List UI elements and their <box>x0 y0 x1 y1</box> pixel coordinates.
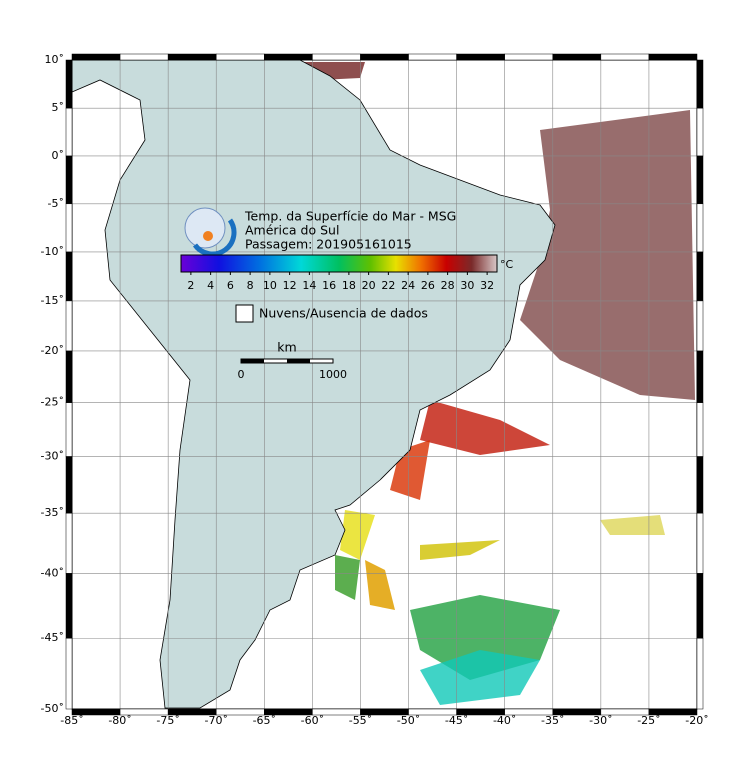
lon-tick-label: -20˚ <box>685 714 708 727</box>
frame-segment <box>65 251 73 302</box>
legend-swatch <box>235 304 254 323</box>
colorbar-tick-label: 8 <box>247 279 254 292</box>
logo <box>184 207 237 257</box>
frame-segment <box>65 637 73 710</box>
lat-tick-label: 10˚ <box>45 53 65 66</box>
frame-segment <box>71 53 121 61</box>
frame-segment <box>264 53 313 61</box>
frame-segment <box>65 350 73 403</box>
lon-tick-label: -35˚ <box>541 714 564 727</box>
map-frame <box>65 53 704 716</box>
colorbar-unit: °C <box>500 258 514 271</box>
scale-label: 1000 <box>319 368 347 381</box>
colorbar: 2 4 6 8 10 12 14 16 18 20 22 24 26 28 30 32°C <box>180 254 514 292</box>
frame-segment <box>65 59 73 109</box>
frame-segment <box>696 251 704 302</box>
colorbar-tick-label: 22 <box>381 279 395 292</box>
frame-segment <box>119 53 169 61</box>
frame-segment <box>360 53 409 61</box>
lat-tick-label: -40˚ <box>41 566 64 579</box>
lat-tick-label: -50˚ <box>41 702 64 715</box>
lon-tick-label: -75˚ <box>156 714 179 727</box>
frame-segment <box>408 53 457 61</box>
title-line: América do Sul <box>245 223 339 238</box>
scale-bar <box>240 358 334 364</box>
lat-tick-label: -20˚ <box>41 344 64 357</box>
lat-tick-label: -30˚ <box>41 450 64 463</box>
colorbar-tick-label: 32 <box>480 279 494 292</box>
frame-segment <box>696 402 704 457</box>
title-line: Passagem: 201905161015 <box>245 237 412 252</box>
lon-tick-label: -50˚ <box>397 714 420 727</box>
frame-segment <box>696 512 704 574</box>
frame-segment <box>648 708 698 716</box>
frame-segment <box>312 53 361 61</box>
colorbar-tick-label: 6 <box>227 279 234 292</box>
frame-segment <box>696 155 704 205</box>
lat-tick-label: 5˚ <box>52 101 65 114</box>
lon-tick-label: -65˚ <box>253 714 276 727</box>
frame-segment <box>600 53 650 61</box>
colorbar-tick-label: 14 <box>302 279 316 292</box>
colorbar-tick-label: 24 <box>401 279 415 292</box>
scale-label: 0 <box>238 368 245 381</box>
lon-tick-label: -25˚ <box>637 714 660 727</box>
frame-segment <box>696 59 704 109</box>
frame-segment <box>65 573 73 639</box>
frame-segment <box>696 456 704 514</box>
lon-tick-label: -40˚ <box>493 714 516 727</box>
lat-tick-label: -5˚ <box>48 197 64 210</box>
frame-segment <box>65 107 73 157</box>
graticule <box>71 59 698 710</box>
frame-segment <box>696 203 704 253</box>
lon-tick-label: -60˚ <box>301 714 324 727</box>
colorbar-tick-label: 4 <box>207 279 214 292</box>
frame-segment <box>167 53 217 61</box>
lon-tick-label: -55˚ <box>349 714 372 727</box>
lon-tick-label: -30˚ <box>589 714 612 727</box>
frame-segment <box>65 300 73 352</box>
colorbar-tick-label: 2 <box>187 279 194 292</box>
frame-segment <box>696 573 704 639</box>
frame-segment <box>696 637 704 710</box>
frame-segment <box>648 53 698 61</box>
frame-segment <box>504 53 554 61</box>
frame-segment <box>215 53 265 61</box>
colorbar-tick-label: 16 <box>322 279 336 292</box>
legend-label: Nuvens/Ausencia de dados <box>259 306 428 321</box>
frame-segment <box>65 155 73 205</box>
title-line: Temp. da Superfície do Mar - MSG <box>244 209 456 224</box>
frame-segment <box>552 53 602 61</box>
colorbar-tick-label: 28 <box>441 279 455 292</box>
colorbar-ramp <box>180 254 498 273</box>
frame-segment <box>696 350 704 403</box>
colorbar-tick-label: 12 <box>283 279 297 292</box>
scale-unit: km <box>277 340 296 355</box>
lat-tick-label: -45˚ <box>41 631 64 644</box>
lon-tick-label: -80˚ <box>108 714 131 727</box>
lat-tick-label: -10˚ <box>41 245 64 258</box>
colorbar-tick-label: 26 <box>421 279 435 292</box>
lat-tick-label: 0˚ <box>52 149 65 162</box>
lon-tick-label: -85˚ <box>60 714 83 727</box>
lat-tick-label: -25˚ <box>41 396 64 409</box>
frame-segment <box>65 203 73 253</box>
frame-segment <box>65 456 73 514</box>
colorbar-tick-label: 10 <box>263 279 277 292</box>
frame-segment <box>696 107 704 157</box>
lon-tick-label: -45˚ <box>445 714 468 727</box>
frame-segment <box>696 300 704 352</box>
colorbar-tick-label: 20 <box>362 279 376 292</box>
frame-segment <box>65 402 73 457</box>
colorbar-tick-label: 30 <box>460 279 474 292</box>
frame-segment <box>65 512 73 574</box>
lon-tick-label: -70˚ <box>204 714 227 727</box>
lat-tick-label: -15˚ <box>41 294 64 307</box>
frame-segment <box>456 53 505 61</box>
colorbar-tick-label: 18 <box>342 279 356 292</box>
lat-tick-label: -35˚ <box>41 506 64 519</box>
